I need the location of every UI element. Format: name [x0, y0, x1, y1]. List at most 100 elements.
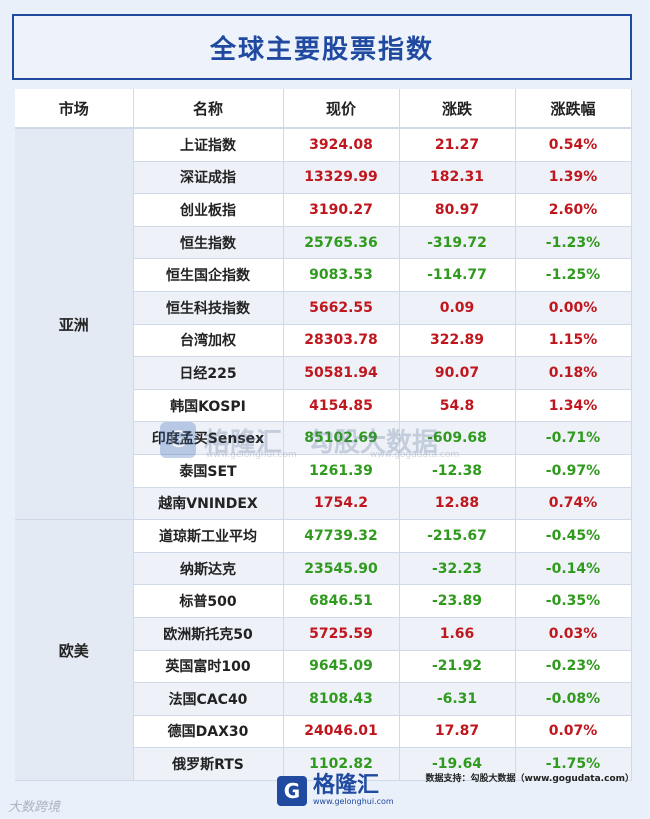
table-row: 恒生科技指数 5662.55 0.09 0.00% — [15, 291, 632, 325]
table-row: 欧洲斯托克50 5725.59 1.66 0.03% — [15, 617, 632, 651]
footer-logo-url: www.gelonghui.com — [313, 797, 394, 806]
index-price: 5725.59 — [283, 617, 400, 651]
corner-watermark: 大数跨境 — [8, 800, 61, 815]
index-change-pct: 1.39% — [515, 161, 632, 195]
index-change: -21.92 — [399, 650, 516, 684]
index-change: -215.67 — [399, 519, 516, 553]
index-name: 深证成指 — [133, 161, 284, 195]
index-change: 80.97 — [399, 193, 516, 227]
index-change-pct: -0.45% — [515, 519, 632, 553]
table-row: 韩国KOSPI 4154.85 54.8 1.34% — [15, 389, 632, 423]
table-row: 德国DAX30 24046.01 17.87 0.07% — [15, 715, 632, 749]
index-change-pct: -1.25% — [515, 258, 632, 292]
table-body: 亚洲 上证指数 3924.08 21.27 0.54% 深证成指 13329.99 182.3… — [15, 128, 632, 781]
index-change-pct: 0.74% — [515, 487, 632, 521]
index-name: 恒生科技指数 — [133, 291, 284, 325]
index-change-pct: -1.75% — [515, 747, 632, 781]
index-price: 24046.01 — [283, 715, 400, 749]
index-change: -32.23 — [399, 552, 516, 586]
index-change-pct: -0.97% — [515, 454, 632, 488]
table-row: 日经225 50581.94 90.07 0.18% — [15, 356, 632, 390]
index-price: 47739.32 — [283, 519, 400, 553]
index-change: -609.68 — [399, 421, 516, 455]
table-row: 标普500 6846.51 -23.89 -0.35% — [15, 584, 632, 618]
index-price: 85102.69 — [283, 421, 400, 455]
index-name: 台湾加权 — [133, 324, 284, 358]
title-banner: 全球主要股票指数 — [12, 14, 632, 80]
index-change-pct: 1.34% — [515, 389, 632, 423]
index-name: 道琼斯工业平均 — [133, 519, 284, 553]
index-change-pct: -1.23% — [515, 226, 632, 260]
index-price: 1102.82 — [283, 747, 400, 781]
index-name: 创业板指 — [133, 193, 284, 227]
table-row: 印度孟买Sensex 85102.69 -609.68 -0.71% — [15, 421, 632, 455]
index-change-pct: -0.71% — [515, 421, 632, 455]
index-price: 6846.51 — [283, 584, 400, 618]
index-change-pct: 0.07% — [515, 715, 632, 749]
index-change: 17.87 — [399, 715, 516, 749]
index-price: 1754.2 — [283, 487, 400, 521]
index-name: 泰国SET — [133, 454, 284, 488]
index-change-pct: 0.18% — [515, 356, 632, 390]
footer-logo-name: 格隆汇 — [313, 773, 380, 798]
index-change-pct: 0.03% — [515, 617, 632, 651]
index-price: 23545.90 — [283, 552, 400, 586]
header-pct: 涨跌幅 — [515, 89, 632, 129]
header-name: 名称 — [133, 89, 284, 129]
index-change-pct: 1.15% — [515, 324, 632, 358]
index-change-pct: -0.08% — [515, 682, 632, 716]
index-change-pct: -0.14% — [515, 552, 632, 586]
index-name: 俄罗斯RTS — [133, 747, 284, 781]
index-price: 25765.36 — [283, 226, 400, 260]
table-row: 英国富时100 9645.09 -21.92 -0.23% — [15, 650, 632, 684]
table-header-row: 市场 名称 现价 涨跌 涨跌幅 — [15, 89, 632, 129]
index-change: -6.31 — [399, 682, 516, 716]
index-name: 英国富时100 — [133, 650, 284, 684]
table-row: 创业板指 3190.27 80.97 2.60% — [15, 193, 632, 227]
header-price: 现价 — [283, 89, 400, 129]
index-name: 印度孟买Sensex — [133, 421, 284, 455]
index-change: 322.89 — [399, 324, 516, 358]
index-price: 3190.27 — [283, 193, 400, 227]
index-change: -319.72 — [399, 226, 516, 260]
table-row: 纳斯达克 23545.90 -32.23 -0.14% — [15, 552, 632, 586]
index-name: 法国CAC40 — [133, 682, 284, 716]
index-price: 5662.55 — [283, 291, 400, 325]
index-change: 21.27 — [399, 128, 516, 162]
table-row: 恒生指数 25765.36 -319.72 -1.23% — [15, 226, 632, 260]
index-table: 市场 名称 现价 涨跌 涨跌幅 亚洲 上证指数 3924.08 21.27 0.54% 深… — [15, 89, 632, 781]
index-price: 28303.78 — [283, 324, 400, 358]
index-price: 8108.43 — [283, 682, 400, 716]
index-name: 韩国KOSPI — [133, 389, 284, 423]
table-row: 深证成指 13329.99 182.31 1.39% — [15, 161, 632, 195]
table-row: 欧美 道琼斯工业平均 47739.32 -215.67 -0.45% — [15, 519, 632, 781]
index-price: 4154.85 — [283, 389, 400, 423]
index-change: 0.09 — [399, 291, 516, 325]
index-name: 恒生国企指数 — [133, 258, 284, 292]
gelonghui-logo-icon: G — [277, 775, 307, 806]
index-name: 越南VNINDEX — [133, 487, 284, 521]
table-row: 泰国SET 1261.39 -12.38 -0.97% — [15, 454, 632, 488]
table-row: 恒生国企指数 9083.53 -114.77 -1.25% — [15, 258, 632, 292]
index-name: 恒生指数 — [133, 226, 284, 260]
index-price: 1261.39 — [283, 454, 400, 488]
index-price: 3924.08 — [283, 128, 400, 162]
index-change: -23.89 — [399, 584, 516, 618]
index-change-pct: -0.23% — [515, 650, 632, 684]
table-row: 台湾加权 28303.78 322.89 1.15% — [15, 324, 632, 358]
index-change: 54.8 — [399, 389, 516, 423]
page-title: 全球主要股票指数 — [209, 34, 434, 65]
index-change-pct: 0.00% — [515, 291, 632, 325]
table-row: 亚洲 上证指数 3924.08 21.27 0.54% — [15, 128, 632, 521]
index-change-pct: 2.60% — [515, 193, 632, 227]
header-market: 市场 — [15, 89, 134, 129]
data-source: 数据支持：勾股大数据（www.gogudata.com） — [425, 774, 634, 784]
index-name: 日经225 — [133, 356, 284, 390]
index-change: -12.38 — [399, 454, 516, 488]
index-name: 标普500 — [133, 584, 284, 618]
index-change-pct: 0.54% — [515, 128, 632, 162]
index-name: 欧洲斯托克50 — [133, 617, 284, 651]
footer-logo: G 格隆汇 www.gelonghui.com — [277, 775, 394, 806]
index-change: 182.31 — [399, 161, 516, 195]
table-row: 越南VNINDEX 1754.2 12.88 0.74% — [15, 487, 632, 521]
